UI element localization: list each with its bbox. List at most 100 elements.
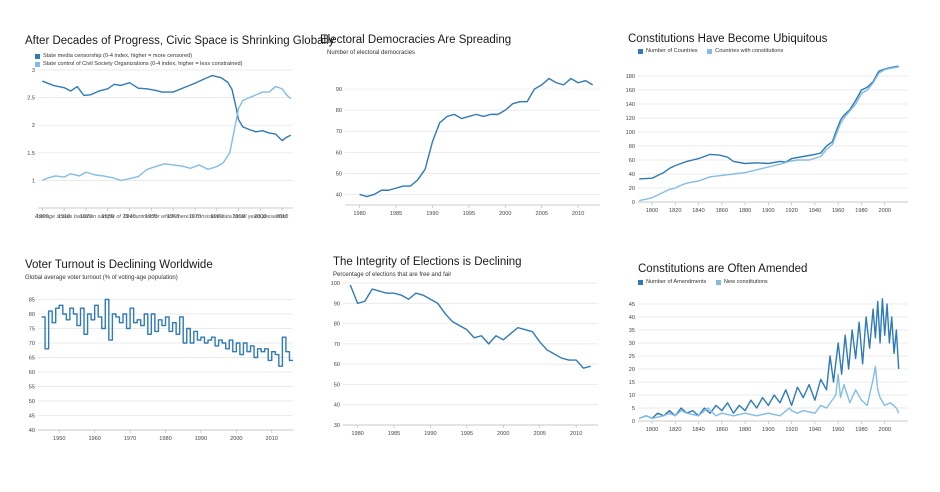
y-tick-label: 50 <box>334 382 340 388</box>
x-tick-label: 1900 <box>762 427 774 433</box>
x-tick-label: 2000 <box>499 211 511 217</box>
x-tick-label: 1970 <box>124 436 136 442</box>
x-tick-label: 1920 <box>785 208 797 214</box>
chart-civic-space: 1 1.5 2 2.5 3 1900 1910 1920 1930 1940 1950 1960 197… <box>27 68 293 220</box>
x-tick-label: 2000 <box>230 436 242 442</box>
x-tick-label: 1960 <box>832 427 844 433</box>
chart-title: Constitutions Have Become Ubiquitous <box>628 33 828 45</box>
x-tick-label: 1920 <box>80 214 92 220</box>
chart-constitutions-ubiquitous: 0 20 40 60 80 100 120 140 160 180 1800 1820 1840 1860… <box>626 65 908 214</box>
x-tick-label: 1985 <box>388 431 400 437</box>
x-tick-label: 1970 <box>189 214 201 220</box>
x-tick-label: 1900 <box>762 208 774 214</box>
x-tick-label: 1940 <box>809 427 821 433</box>
y-tick-label: 65 <box>29 356 35 362</box>
legend-item-cso: State control of Civil Society Organizat… <box>35 60 242 68</box>
x-tick-label: 2005 <box>535 211 547 217</box>
y-tick-label: 120 <box>626 116 635 122</box>
x-tick-label: 1860 <box>716 208 728 214</box>
legend-item-with-constitutions: Countries with constitutions <box>707 47 783 55</box>
legend-swatch <box>638 48 643 54</box>
legend-swatch <box>35 53 40 59</box>
y-tick-label: 2.5 <box>27 96 35 102</box>
x-tick-label: 1980 <box>351 431 363 437</box>
chart-subtitle: Percentage of elections that are free an… <box>333 272 452 278</box>
x-tick-label: 1980 <box>210 214 222 220</box>
y-tick-label: 80 <box>334 322 340 328</box>
legend-label: New constitutions <box>723 279 768 285</box>
legend-swatch <box>638 279 643 285</box>
x-tick-label: 1920 <box>785 427 797 433</box>
x-tick-label: 1980 <box>353 211 365 217</box>
panel-electoral-democracies: Electoral Democracies Are Spreading Numb… <box>320 30 605 225</box>
legend-swatch <box>35 61 40 67</box>
x-tick-label: 1900 <box>36 214 48 220</box>
x-tick-label: 2005 <box>533 431 545 437</box>
y-tick-label: 1 <box>32 178 35 184</box>
y-tick-label: 180 <box>626 74 635 80</box>
y-tick-label: 60 <box>29 370 35 376</box>
chart-subtitle: Number of electoral democracies <box>327 50 416 56</box>
x-tick-label: 2010 <box>572 211 584 217</box>
x-tick-label: 2010 <box>266 436 278 442</box>
x-tick-label: 2000 <box>497 431 509 437</box>
y-tick-label: 2 <box>32 123 35 129</box>
legend-label: State control of Civil Society Organizat… <box>43 61 243 67</box>
y-tick-label: 40 <box>334 403 340 409</box>
y-tick-label: 45 <box>29 414 35 420</box>
x-tick-label: 2000 <box>254 214 266 220</box>
x-tick-label: 1980 <box>855 427 867 433</box>
x-tick-label: 1990 <box>195 436 207 442</box>
series-line-1 <box>42 74 292 142</box>
y-tick-label: 60 <box>629 158 635 164</box>
y-tick-label: 90 <box>336 87 342 93</box>
y-tick-label: 35 <box>629 328 635 334</box>
x-tick-label: 1940 <box>123 214 135 220</box>
y-tick-label: 40 <box>29 428 35 434</box>
y-tick-label: 40 <box>629 172 635 178</box>
y-tick-label: 140 <box>626 102 635 108</box>
y-tick-label: 90 <box>334 301 340 307</box>
y-tick-label: 100 <box>331 281 340 287</box>
legend-swatch <box>715 279 721 285</box>
legend-item-countries: Number of Countries <box>638 47 698 55</box>
panel-election-integrity: The Integrity of Elections is Declining … <box>320 250 610 445</box>
series-line-2 <box>639 66 899 202</box>
legend-label: Number of Countries <box>646 48 698 54</box>
chart-election-integrity: 30 40 50 60 70 80 90 100 1980 1985 1990 1995 2000 200… <box>331 281 598 437</box>
panel-voter-turnout: Voter Turnout is Declining Worldwide Glo… <box>20 255 305 445</box>
y-tick-label: 70 <box>334 342 340 348</box>
x-tick-label: 1980 <box>855 208 867 214</box>
y-tick-label: 30 <box>629 341 635 347</box>
chart-voter-turnout: 40 45 50 55 60 65 70 75 80 85 1950 1960 1970 1980 1990… <box>29 298 293 442</box>
x-tick-label: 1880 <box>739 427 751 433</box>
legend-label: State media censorship (0-4 index, highe… <box>43 53 193 59</box>
y-tick-label: 50 <box>336 171 342 177</box>
y-tick-label: 5 <box>632 406 635 412</box>
x-tick-label: 1910 <box>58 214 70 220</box>
panel-constitutions-ubiquitous: Constitutions Have Become Ubiquitous Num… <box>620 30 920 225</box>
x-tick-label: 1990 <box>424 431 436 437</box>
y-tick-label: 0 <box>632 200 635 206</box>
chart-electoral-democracies: 40 50 60 70 80 90 1980 1985 1990 1995 2000 2005 2010 <box>336 77 600 217</box>
chart-footnote: Average scores based on sample of 79 cou… <box>35 214 287 220</box>
chart-legend: State media censorship (0-4 index, highe… <box>35 52 242 68</box>
panel-constitutions-amended: Constitutions are Often Amended Number o… <box>620 255 920 450</box>
x-tick-label: 1880 <box>739 208 751 214</box>
chart-subtitle: Global average voter turnout (% of votin… <box>25 275 178 281</box>
y-tick-label: 20 <box>629 367 635 373</box>
y-tick-label: 20 <box>629 186 635 192</box>
y-tick-label: 60 <box>336 150 342 156</box>
x-tick-label: 1990 <box>232 214 244 220</box>
legend-item-new-constitutions: New constitutions <box>715 278 768 286</box>
y-tick-label: 80 <box>629 144 635 150</box>
panel-civic-space: After Decades of Progress, Civic Space i… <box>20 30 334 235</box>
series-line-1 <box>638 298 900 420</box>
y-tick-label: 3 <box>32 68 35 74</box>
chart-title: Electoral Democracies Are Spreading <box>320 34 512 46</box>
y-tick-label: 75 <box>29 327 35 333</box>
chart-title: Constitutions are Often Amended <box>638 263 808 275</box>
x-tick-label: 1960 <box>832 208 844 214</box>
y-tick-label: 15 <box>629 380 635 386</box>
x-tick-label: 2000 <box>878 427 890 433</box>
